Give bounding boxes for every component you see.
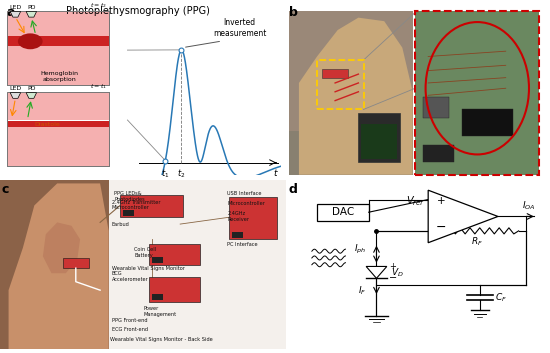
Text: −: − bbox=[436, 221, 447, 234]
Bar bbox=[7, 46, 109, 85]
Bar bbox=[361, 124, 397, 159]
Polygon shape bbox=[26, 93, 36, 98]
Bar bbox=[415, 11, 540, 175]
Text: Systole: Systole bbox=[44, 39, 67, 44]
Text: $I_{OA}$: $I_{OA}$ bbox=[522, 200, 536, 212]
Bar bbox=[120, 195, 183, 217]
Text: LED: LED bbox=[9, 86, 21, 91]
Bar bbox=[7, 36, 109, 46]
Bar bbox=[152, 294, 163, 300]
Text: $t=t_2$: $t=t_2$ bbox=[90, 1, 107, 10]
Bar bbox=[462, 109, 514, 136]
Polygon shape bbox=[43, 222, 80, 273]
Bar bbox=[229, 197, 277, 239]
Bar bbox=[232, 232, 243, 238]
Text: Coin Cell
Battery: Coin Cell Battery bbox=[134, 247, 157, 258]
Text: +: + bbox=[437, 196, 446, 206]
Bar bbox=[109, 180, 286, 349]
Text: Hemoglobin
absorption: Hemoglobin absorption bbox=[40, 71, 78, 82]
Bar bbox=[7, 11, 109, 39]
Polygon shape bbox=[26, 11, 36, 17]
Text: PPG LEDs&
Photodiodes: PPG LEDs& Photodiodes bbox=[114, 191, 145, 202]
Text: $t=t_1$: $t=t_1$ bbox=[90, 83, 107, 91]
Bar bbox=[63, 258, 89, 268]
Bar bbox=[148, 277, 200, 302]
Text: PPG Front-end: PPG Front-end bbox=[112, 318, 147, 323]
Text: $V_D$: $V_D$ bbox=[390, 266, 404, 279]
Bar bbox=[359, 113, 400, 162]
Text: Photoplethysmography (PPG): Photoplethysmography (PPG) bbox=[65, 6, 210, 16]
Bar bbox=[423, 145, 454, 162]
Circle shape bbox=[18, 34, 43, 49]
Text: d: d bbox=[289, 183, 298, 196]
Text: Inverted
measurement: Inverted measurement bbox=[213, 18, 266, 37]
Text: PD: PD bbox=[27, 5, 36, 10]
Polygon shape bbox=[366, 267, 387, 278]
Text: +: + bbox=[389, 262, 396, 271]
Text: a: a bbox=[7, 6, 15, 19]
Bar bbox=[0, 180, 109, 349]
Bar bbox=[317, 204, 368, 221]
Bar bbox=[7, 92, 109, 166]
Polygon shape bbox=[9, 184, 109, 349]
Text: Microcontroller: Microcontroller bbox=[227, 201, 265, 206]
Polygon shape bbox=[10, 11, 21, 17]
Bar bbox=[148, 244, 200, 265]
Bar bbox=[7, 92, 109, 120]
Text: b: b bbox=[289, 6, 298, 19]
Polygon shape bbox=[428, 190, 498, 243]
Text: 2.4GHz Transmitter
Microcontroller: 2.4GHz Transmitter Microcontroller bbox=[112, 199, 160, 210]
Text: $I_F$: $I_F$ bbox=[358, 285, 366, 297]
Bar bbox=[7, 127, 109, 166]
Bar bbox=[322, 69, 348, 78]
Text: $C_F$: $C_F$ bbox=[496, 292, 508, 304]
Text: $t_2$: $t_2$ bbox=[177, 168, 185, 180]
Bar bbox=[7, 11, 109, 85]
Bar bbox=[7, 92, 109, 166]
Text: USB Interface: USB Interface bbox=[227, 191, 262, 196]
Text: Wearable Vital Signs Monitor
BCG
Accelerometer: Wearable Vital Signs Monitor BCG Acceler… bbox=[112, 265, 184, 282]
Text: PD: PD bbox=[27, 86, 36, 91]
Text: Earbud: Earbud bbox=[112, 222, 129, 227]
Text: 2.4GHz
Receiver: 2.4GHz Receiver bbox=[227, 211, 249, 222]
Text: $V_{ref}$: $V_{ref}$ bbox=[406, 194, 425, 208]
Text: $t$: $t$ bbox=[272, 167, 278, 178]
Text: Wearable Vital Signs Monitor - Back Side: Wearable Vital Signs Monitor - Back Side bbox=[110, 337, 213, 342]
Text: PC Interface: PC Interface bbox=[227, 242, 258, 247]
Text: c: c bbox=[2, 183, 9, 196]
Text: $R_F$: $R_F$ bbox=[471, 235, 483, 247]
Text: Diastole: Diastole bbox=[34, 122, 60, 127]
Bar bbox=[7, 11, 109, 85]
Polygon shape bbox=[299, 18, 412, 175]
Text: Power
Management: Power Management bbox=[143, 306, 176, 317]
Bar bbox=[7, 121, 109, 127]
Bar bbox=[317, 60, 364, 109]
Text: $t_1$: $t_1$ bbox=[161, 168, 169, 180]
Bar bbox=[123, 210, 134, 216]
Text: ECG Front-end: ECG Front-end bbox=[112, 327, 147, 331]
Text: $I_{ph}$: $I_{ph}$ bbox=[354, 243, 366, 256]
Bar bbox=[289, 11, 412, 175]
Bar bbox=[423, 97, 449, 118]
Text: DAC: DAC bbox=[332, 207, 354, 217]
Text: LED: LED bbox=[9, 5, 21, 10]
Bar bbox=[289, 131, 412, 175]
Text: −: − bbox=[389, 273, 398, 283]
Bar bbox=[152, 257, 163, 263]
Polygon shape bbox=[10, 93, 21, 98]
